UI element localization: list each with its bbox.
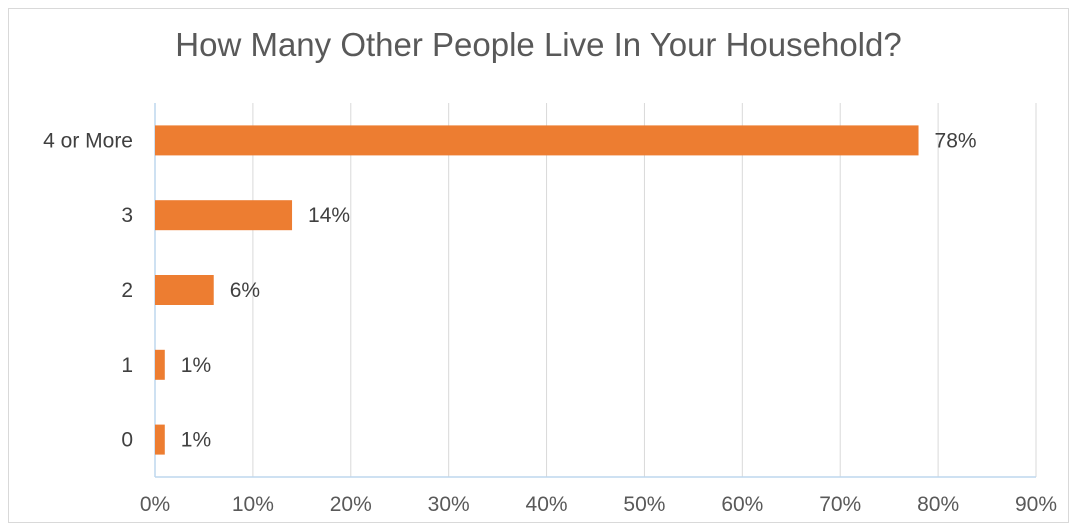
data-label: 14%	[308, 204, 350, 227]
chart-frame	[8, 8, 1069, 523]
data-label: 1%	[181, 429, 211, 452]
category-label: 0	[121, 429, 133, 452]
x-tick-label: 30%	[428, 493, 470, 516]
bar	[155, 275, 214, 305]
category-label: 4 or More	[43, 129, 133, 152]
x-tick-label: 70%	[819, 493, 861, 516]
bar	[155, 200, 293, 231]
x-tick-label: 40%	[526, 493, 568, 516]
category-label: 2	[121, 279, 133, 302]
x-tick-label: 90%	[1015, 493, 1057, 516]
bar	[155, 125, 919, 156]
x-tick-label: 0%	[140, 493, 170, 516]
x-tick-label: 10%	[232, 493, 274, 516]
x-tick-label: 60%	[721, 493, 763, 516]
data-label: 1%	[181, 354, 211, 377]
chart-title: How Many Other People Live In Your House…	[175, 26, 902, 63]
x-tick-label: 50%	[623, 493, 665, 516]
x-tick-label: 80%	[917, 493, 959, 516]
category-label: 3	[121, 204, 133, 227]
bar	[155, 349, 165, 380]
data-label: 6%	[230, 279, 260, 302]
x-tick-label: 20%	[330, 493, 372, 516]
bar	[155, 424, 165, 455]
data-label: 78%	[935, 129, 977, 152]
category-label: 1	[121, 354, 133, 377]
